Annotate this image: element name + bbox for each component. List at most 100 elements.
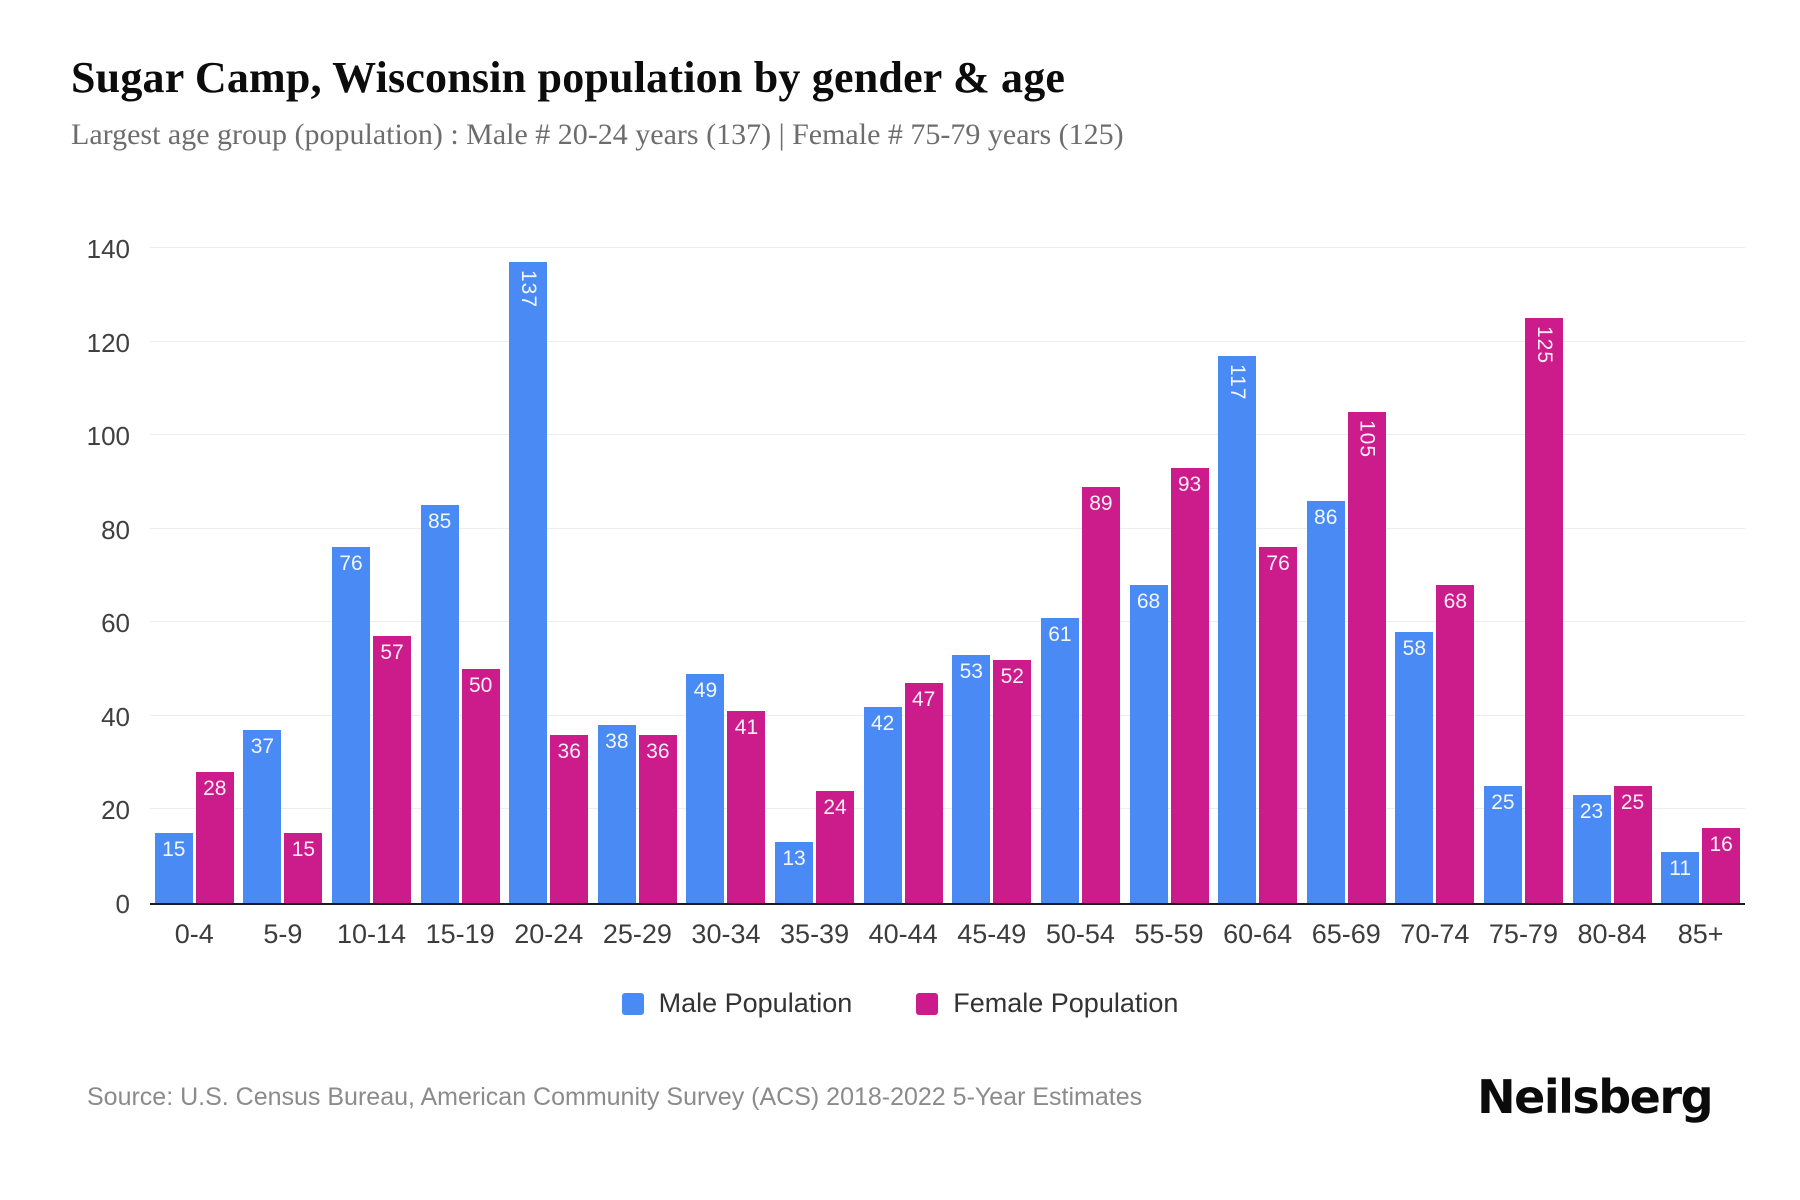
female-bar-80-84: 25 <box>1613 786 1652 903</box>
male-bar-50-54: 61 <box>1040 617 1079 903</box>
legend: Male Population Female Population <box>0 988 1800 1019</box>
female-bar-35-39: 24 <box>816 790 855 903</box>
x-label-80-84: 80-84 <box>1577 919 1647 949</box>
bar-value-label: 85 <box>427 510 452 534</box>
bar-value-label: 24 <box>823 795 847 819</box>
x-label-40-44: 40-44 <box>868 919 938 949</box>
bar-group-40-44: 42 47 <box>859 248 948 903</box>
female-bar-15-19: 50 <box>461 669 500 903</box>
legend-item-male[interactable]: Male Population <box>621 988 853 1019</box>
x-label-65-69: 65-69 <box>1311 919 1381 949</box>
male-bar-60-64: 117 <box>1218 355 1257 903</box>
x-label-30-34: 30-34 <box>691 919 761 949</box>
bar-value-label: 15 <box>162 837 186 861</box>
male-bar-55-59: 68 <box>1129 584 1168 903</box>
bar-group-55-59: 68 93 <box>1125 248 1214 903</box>
plot-area: 0 20 40 60 80 100 120 140 15 28 37 15 76 57 85 50 137 36… <box>87 234 1745 919</box>
bar-value-label: 89 <box>1089 491 1113 515</box>
x-label-0-4: 0-4 <box>174 919 214 949</box>
bar-value-label: 41 <box>734 716 759 740</box>
bar-group-15-19: 85 50 <box>416 248 505 903</box>
female-bar-75-79: 125 <box>1524 318 1563 903</box>
bar-value-label: 57 <box>380 641 404 665</box>
bar-group-60-64: 117 76 <box>1213 248 1302 903</box>
male-bar-10-14: 76 <box>332 547 371 903</box>
bar-value-label: 36 <box>646 739 670 763</box>
female-bar-25-29: 36 <box>638 734 677 903</box>
x-label-35-39: 35-39 <box>780 919 850 949</box>
female-bar-50-54: 89 <box>1081 486 1120 903</box>
bar-value-label: 13 <box>782 847 806 871</box>
page-subtitle: Largest age group (population) : Male # … <box>71 118 1124 151</box>
legend-label-female: Female Population <box>953 988 1179 1018</box>
bar-value-label: 50 <box>468 674 493 698</box>
bar-value-label: 137 <box>517 270 541 309</box>
male-bar-70-74: 58 <box>1395 631 1434 903</box>
x-label-5-9: 5-9 <box>263 919 303 949</box>
x-label-10-14: 10-14 <box>336 919 407 949</box>
x-axis-labels: 0-4 5-9 10-14 15-19 20-24 25-29 30-34 35-39 40-4… <box>150 919 1745 950</box>
male-swatch-icon <box>621 992 644 1015</box>
y-tick-label: 100 <box>86 421 130 452</box>
source-text: Source: U.S. Census Bureau, American Com… <box>87 1082 1143 1111</box>
male-bar-75-79: 25 <box>1483 786 1522 903</box>
y-tick-label: 0 <box>115 889 130 919</box>
bar-value-label: 68 <box>1443 589 1467 613</box>
bar-groups: 15 28 37 15 76 57 85 50 137 36 38 36 49 41 13 24 42 47 53 5… <box>150 248 1745 903</box>
female-bar-70-74: 68 <box>1436 584 1475 903</box>
bar-group-5-9: 37 15 <box>239 248 328 903</box>
y-tick-label: 20 <box>101 795 130 826</box>
bar-group-25-29: 38 36 <box>593 248 682 903</box>
female-bar-60-64: 76 <box>1259 547 1298 903</box>
female-bar-10-14: 57 <box>373 636 412 903</box>
bar-group-75-79: 25 125 <box>1479 248 1568 903</box>
x-label-45-49: 45-49 <box>957 919 1027 949</box>
male-bar-65-69: 86 <box>1306 500 1345 903</box>
legend-item-female[interactable]: Female Population <box>916 988 1178 1019</box>
bar-value-label: 47 <box>911 688 936 712</box>
bar-value-label: 61 <box>1048 622 1072 646</box>
bar-group-50-54: 61 89 <box>1036 248 1125 903</box>
x-label-15-19: 15-19 <box>425 919 495 949</box>
y-tick-label: 40 <box>101 701 130 732</box>
bar-value-label: 23 <box>1579 800 1604 824</box>
y-tick-label: 60 <box>101 608 130 639</box>
bar-value-label: 53 <box>959 660 983 684</box>
bar-value-label: 15 <box>291 837 316 861</box>
grid-line-80 <box>150 527 1745 529</box>
female-swatch-icon <box>916 992 939 1015</box>
bar-value-label: 76 <box>339 552 363 576</box>
x-label-25-29: 25-29 <box>602 919 672 949</box>
bar-value-label: 93 <box>1177 472 1202 496</box>
female-bar-45-49: 52 <box>993 659 1032 903</box>
x-label-75-79: 75-79 <box>1488 919 1558 949</box>
bar-value-label: 58 <box>1402 636 1426 660</box>
male-bar-30-34: 49 <box>686 673 725 903</box>
grid-line-100 <box>150 434 1745 436</box>
bar-group-30-34: 49 41 <box>682 248 771 903</box>
bar-chart: 0 20 40 60 80 100 120 140 15 28 37 15 76 57 85 50 137 36… <box>87 234 1745 949</box>
male-bar-80-84: 23 <box>1572 795 1611 903</box>
legend-label-male: Male Population <box>658 988 853 1018</box>
x-label-50-54: 50-54 <box>1045 919 1115 949</box>
bar-group-65-69: 86 105 <box>1302 248 1391 903</box>
grid-line-140 <box>150 247 1745 248</box>
bar-group-20-24: 137 36 <box>504 248 593 903</box>
male-bar-85+: 11 <box>1661 851 1700 903</box>
bar-value-label: 105 <box>1355 419 1379 458</box>
female-bar-20-24: 36 <box>550 734 589 903</box>
female-bar-40-44: 47 <box>904 683 943 903</box>
male-bar-15-19: 85 <box>420 505 459 903</box>
y-tick-label: 120 <box>86 327 130 358</box>
male-bar-45-49: 53 <box>952 655 991 903</box>
bar-group-45-49: 53 52 <box>947 248 1036 903</box>
bar-value-label: 11 <box>1669 856 1692 880</box>
male-bar-25-29: 38 <box>597 725 636 903</box>
bar-value-label: 38 <box>605 730 629 754</box>
grid-line-20 <box>150 808 1745 810</box>
bar-value-label: 42 <box>870 711 895 735</box>
grid-line-60 <box>150 621 1745 623</box>
bar-group-10-14: 76 57 <box>327 248 416 903</box>
bar-value-label: 86 <box>1314 505 1338 529</box>
